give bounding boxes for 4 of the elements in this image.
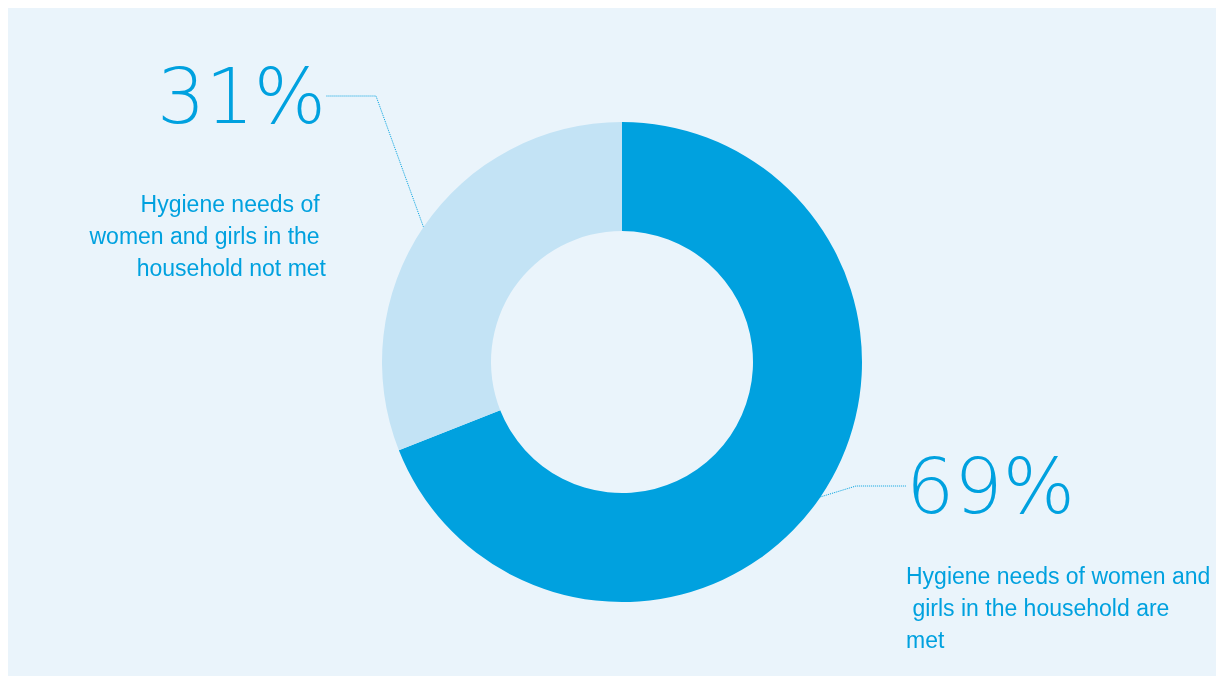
slice-label: Hygiene needs of women and girls in the household are met (906, 563, 1211, 653)
data-label: 69% (906, 441, 1075, 531)
data-label: 31% (157, 51, 326, 141)
slice-label: Hygiene needs of women and girls in the household not met (88, 191, 327, 281)
